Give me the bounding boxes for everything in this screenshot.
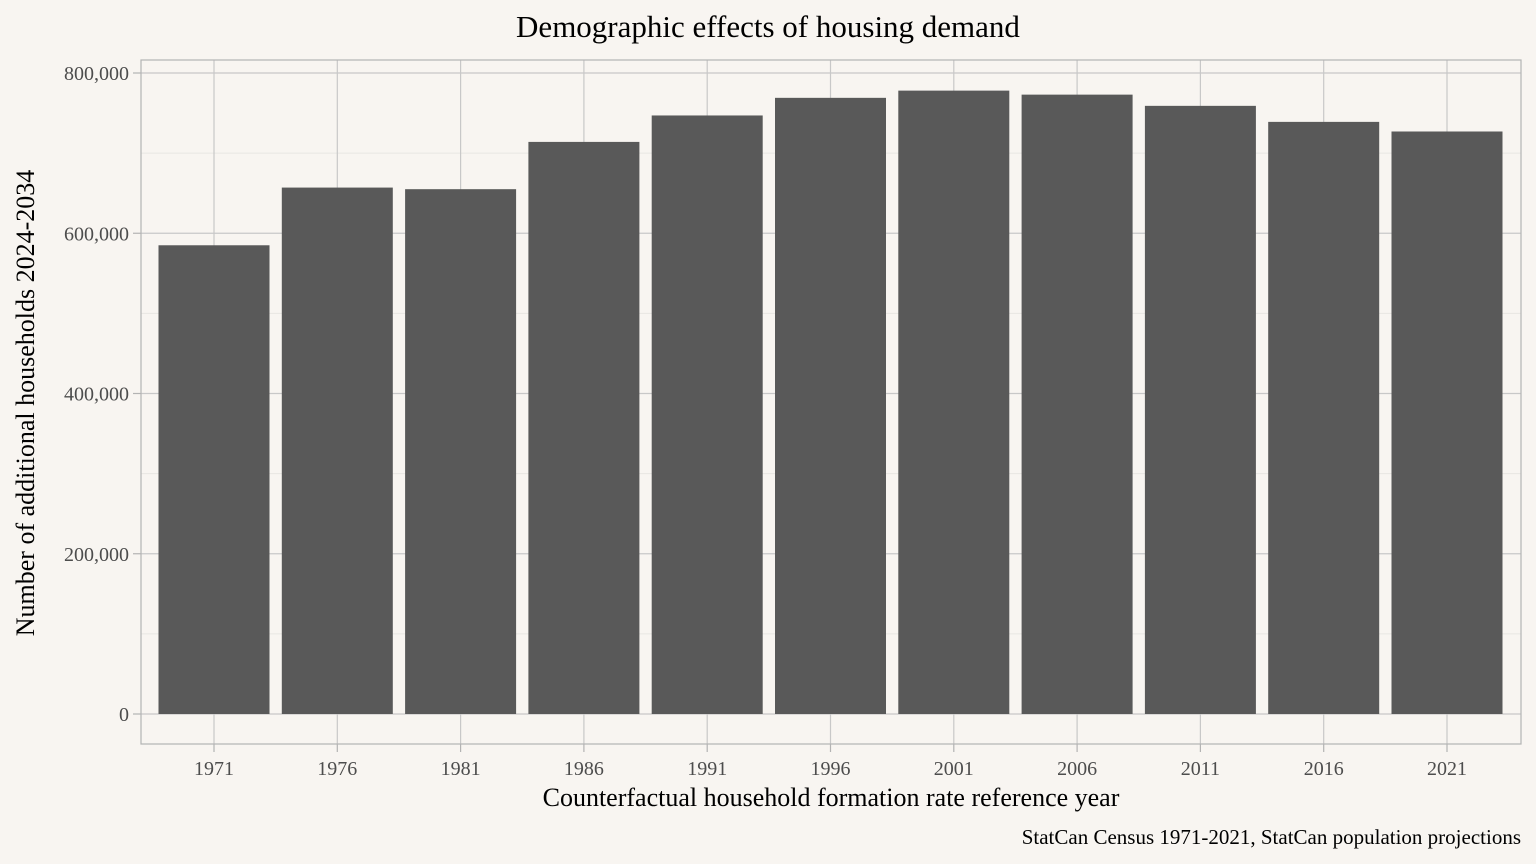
chart-caption: StatCan Census 1971-2021, StatCan popula… xyxy=(1022,825,1521,849)
x-axis-title: Counterfactual household formation rate … xyxy=(543,783,1120,812)
x-tick-label-2011: 2011 xyxy=(1181,758,1220,780)
y-axis-title: Number of additional households 2024-203… xyxy=(11,170,40,637)
bar-2011 xyxy=(1144,105,1256,714)
y-axis-ticks: 0 200,000 400,000 600,000 800,000 xyxy=(64,63,141,726)
bar-1996 xyxy=(775,97,886,715)
y-tick-label: 0 xyxy=(119,704,129,726)
x-tick-label-1981: 1981 xyxy=(441,758,481,780)
x-tick-label-1991: 1991 xyxy=(687,758,727,780)
x-tick-label-2021: 2021 xyxy=(1427,758,1467,780)
x-tick-label-2006: 2006 xyxy=(1057,758,1097,780)
x-tick-label-1976: 1976 xyxy=(317,758,357,780)
bars xyxy=(158,90,1503,715)
x-tick-label-2001: 2001 xyxy=(934,758,974,780)
bar-1991 xyxy=(651,115,763,714)
y-tick-label: 600,000 xyxy=(64,223,129,245)
bar-1976 xyxy=(281,187,393,715)
bar-2016 xyxy=(1268,121,1380,715)
bar-2021 xyxy=(1391,131,1503,714)
bar-1981 xyxy=(405,189,517,714)
bar-2006 xyxy=(1021,94,1133,715)
x-axis-ticks: 1971 1976 1981 1986 1991 1996 2001 2006 2011 2016… xyxy=(194,744,1467,780)
bar-1986 xyxy=(528,141,640,715)
y-tick-label: 800,000 xyxy=(64,63,129,85)
bar-2001 xyxy=(898,90,1010,714)
x-tick-label-2016: 2016 xyxy=(1304,758,1344,780)
x-tick-label-1996: 1996 xyxy=(811,758,851,780)
x-tick-label-1971: 1971 xyxy=(194,758,234,780)
y-tick-label: 400,000 xyxy=(64,384,129,406)
y-tick-label: 200,000 xyxy=(64,544,129,566)
x-tick-label-1986: 1986 xyxy=(564,758,604,780)
chart-title: Demographic effects of housing demand xyxy=(516,9,1020,44)
bar-1971 xyxy=(158,245,270,715)
